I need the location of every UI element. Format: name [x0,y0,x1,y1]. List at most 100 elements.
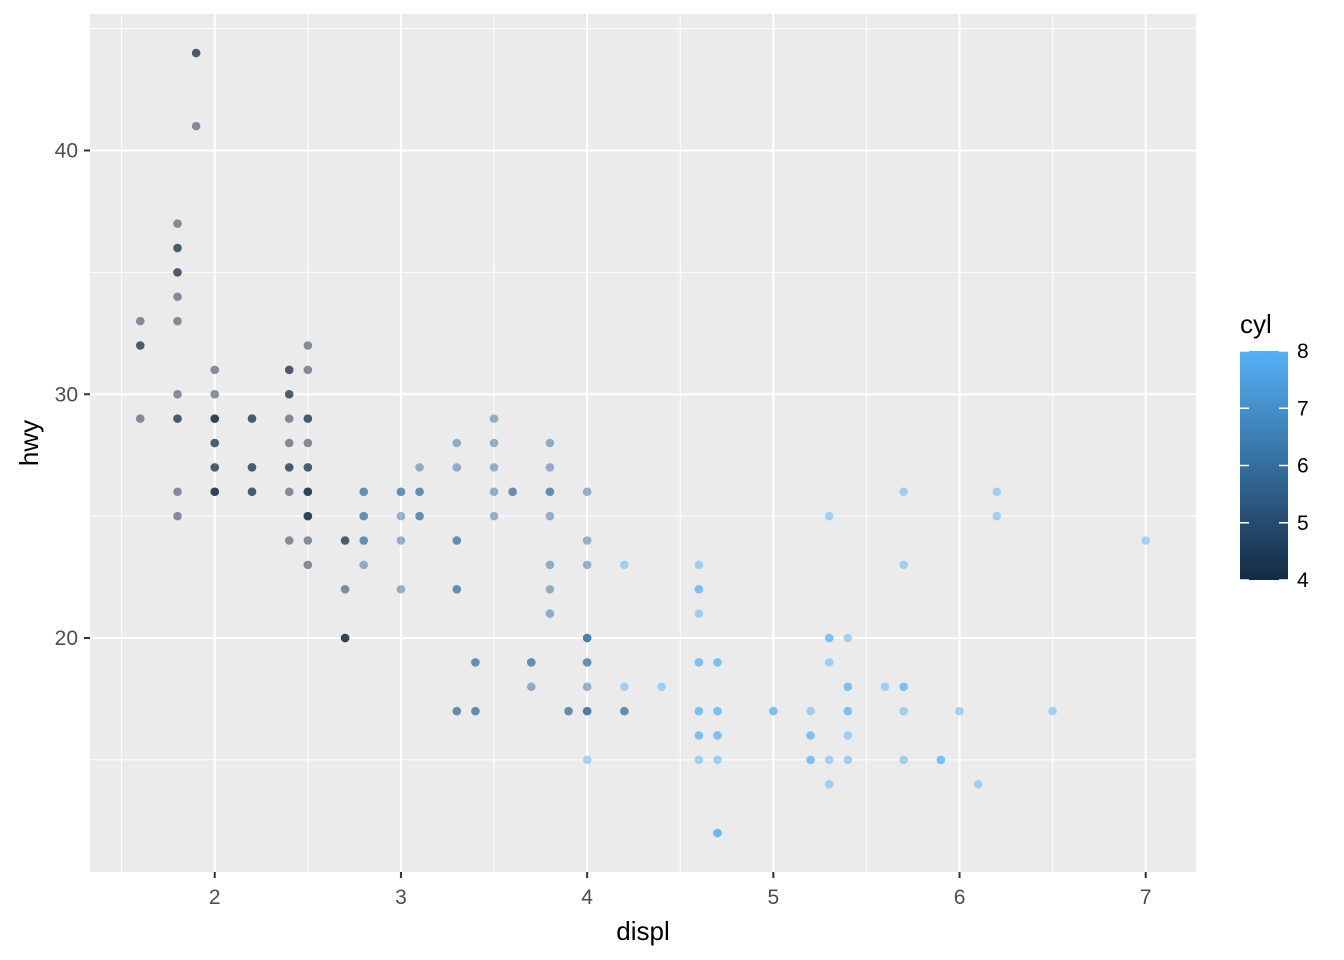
data-point [210,389,220,399]
panel-background [90,14,1196,872]
data-point [899,682,908,692]
data-point [843,682,853,692]
data-point [508,487,517,497]
x-tick-label: 2 [209,886,221,909]
data-point [173,316,182,326]
data-point [582,755,592,765]
legend-label: 8 [1297,340,1309,363]
data-point [340,536,350,545]
data-point [694,658,704,667]
data-point [284,414,294,423]
data-point [359,511,369,521]
data-point [489,414,499,423]
data-point [247,463,257,472]
legend-ticks: 4 5 6 7 8 [1240,340,1309,592]
data-point [489,438,499,448]
data-point [303,438,313,448]
data-point [191,48,201,58]
data-point [284,365,294,375]
data-point [582,487,592,497]
data-point [135,341,145,350]
data-point [340,584,350,594]
data-point [899,755,908,765]
y-axis-title: hwy [14,420,44,466]
data-point [545,438,555,448]
data-point [452,706,462,716]
data-point [359,536,369,545]
data-point [489,463,499,472]
data-point [955,706,964,716]
data-points [135,48,1151,838]
data-point [173,268,182,277]
major-gridlines [90,14,1196,872]
data-point [415,487,424,497]
data-point [973,779,983,789]
color-legend: cyl 4 5 6 7 8 [1240,309,1309,592]
data-point [564,706,573,716]
data-point [396,536,406,545]
y-tick-label: 30 [55,383,78,406]
data-point [303,511,313,521]
data-point [173,414,182,423]
data-point [173,243,182,253]
data-point [191,121,201,131]
data-point [992,487,1002,497]
data-point [582,658,592,667]
data-point [713,731,722,740]
data-point [694,731,704,740]
data-point [824,511,834,521]
data-point [582,706,592,716]
data-point [899,706,908,716]
data-point [936,755,946,765]
data-point [620,560,629,570]
data-point [303,414,313,423]
data-point [303,463,313,472]
data-point [843,755,853,765]
data-point [824,755,834,765]
data-point [694,609,704,618]
minor-gridlines [90,14,1196,872]
y-tick-label: 20 [55,627,78,650]
data-point [359,487,369,497]
data-point [210,365,220,375]
data-point [824,633,834,643]
data-point [173,292,182,302]
data-point [545,560,555,570]
data-point [135,316,145,326]
data-point [899,487,908,497]
data-point [471,658,480,667]
data-point [489,487,499,497]
data-point [173,487,182,497]
legend-label: 5 [1297,512,1309,535]
data-point [210,487,220,497]
x-axis-title: displ [616,916,669,946]
x-tick-label: 4 [581,886,593,909]
data-point [582,560,592,570]
data-point [452,536,462,545]
data-point [992,511,1002,521]
data-point [694,706,704,716]
x-axis: 2 3 4 5 6 7 [209,872,1152,909]
data-point [694,560,704,570]
data-point [657,682,666,692]
legend-label: 6 [1297,455,1309,478]
data-point [452,463,462,472]
data-point [545,584,555,594]
data-point [284,389,294,399]
data-point [359,560,369,570]
data-point [843,731,853,740]
data-point [843,633,853,643]
data-point [1048,706,1057,716]
data-point [806,731,815,740]
data-point [340,633,350,643]
data-point [545,463,555,472]
data-point [396,487,406,497]
data-point [452,584,462,594]
data-point [526,658,536,667]
data-point [452,438,462,448]
x-tick-label: 6 [954,886,966,909]
data-point [769,706,778,716]
data-point [1141,536,1151,545]
data-point [824,779,834,789]
